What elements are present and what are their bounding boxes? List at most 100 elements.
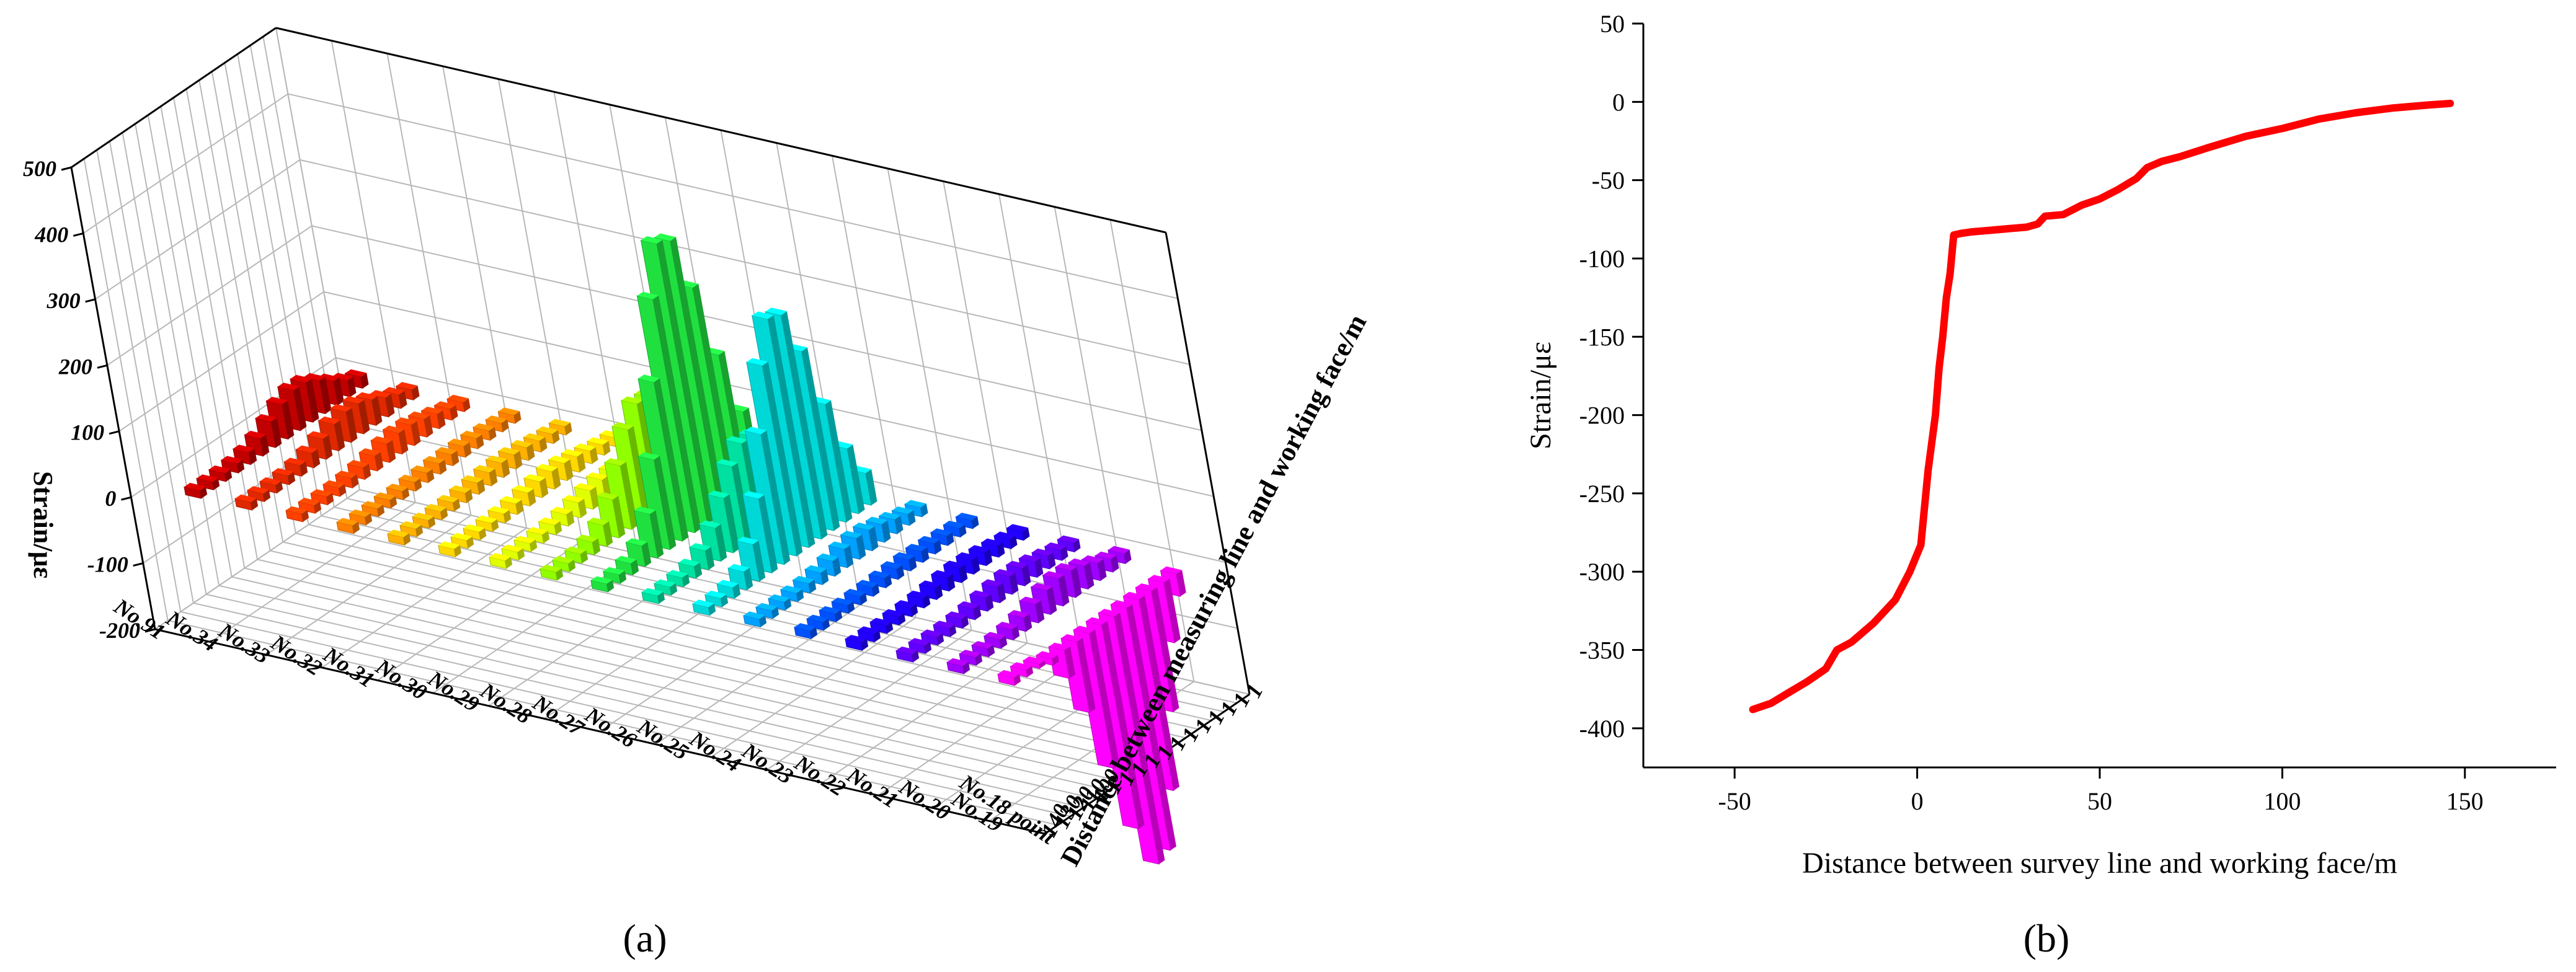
panel-a-bar-top (1135, 583, 1158, 591)
panel-a-bar-top (1068, 558, 1090, 567)
panel-a-bar-top (318, 373, 340, 381)
panel-a-bar-top (500, 496, 522, 504)
panel-a-bar-top (574, 443, 596, 451)
panel-a-z-tick-mark (144, 628, 156, 633)
panel-a-category-label: No.28 (476, 678, 536, 729)
panel-a-bar-top (473, 423, 495, 431)
panel-a-bar-top (856, 580, 878, 588)
panel-a-bar-side (515, 500, 524, 515)
panel-a-bar-side (801, 347, 840, 531)
panel-a-bar-top (908, 638, 930, 646)
panel-a-bar-side (912, 650, 920, 663)
panel-a-bar-side (237, 459, 245, 474)
panel-a-bar-side (924, 642, 932, 654)
panel-a-bar-side (424, 415, 433, 438)
panel-a-bar-top (654, 233, 677, 241)
panel-a-bar-top (486, 455, 508, 463)
panel-a-bar-top (1042, 571, 1065, 579)
panel-a-bar-top (1008, 610, 1030, 618)
panel-a-side-gridline (118, 291, 324, 432)
panel-a-bar-top (1057, 535, 1079, 543)
panel-a-bar-side (898, 612, 906, 625)
panel-a-bar-side (910, 603, 918, 617)
panel-a-bar-top (1108, 546, 1130, 554)
panel-a-bar-top (1081, 555, 1104, 563)
panel-b-x-tick-label: -50 (1718, 787, 1751, 815)
panel-a-bar-top (870, 617, 892, 625)
panel-a-bar-side (959, 524, 967, 537)
panel-a-bar-top (765, 307, 787, 316)
panel-a-bar-top (576, 534, 598, 542)
panel-a-bar-side (339, 484, 347, 497)
panel-a-bar-side (463, 398, 471, 412)
panel-a-z-tick-label: 400 (34, 222, 68, 247)
panel-a-frame-edge (1165, 232, 1251, 695)
panel-a-bar-side (975, 653, 983, 666)
panel-a-bar-side (1039, 660, 1046, 669)
panel-a-bar-side (504, 510, 512, 523)
panel-a-bar-top (277, 382, 300, 391)
panel-a-bar-side (620, 462, 638, 530)
panel-a-bar-top (726, 436, 748, 444)
panel-a-bar-top (386, 484, 408, 492)
panel-a-bar-top (349, 509, 371, 518)
panel-a-bar-top (993, 569, 1016, 577)
panel-a-bar-top (905, 544, 928, 552)
panel-a-side-gridline (109, 141, 194, 603)
panel-a-bar-side (351, 474, 359, 488)
panel-a-bar-top (728, 563, 750, 572)
panel-a-bar-side (692, 283, 739, 508)
panel-a-bar-side (352, 521, 360, 534)
panel-a-bar-side (363, 463, 371, 480)
panel-a-bar-side (385, 394, 395, 417)
panel-a-bar-top (896, 647, 918, 655)
panel-a-bar-top (540, 564, 562, 573)
panel-a-bar-top (638, 374, 660, 382)
panel-a-bar-side (606, 580, 615, 592)
panel-a-bar-side (346, 407, 358, 443)
panel-a-bar-side (556, 568, 564, 581)
panel-a-bar-top (345, 369, 367, 377)
panel-a-bar-side (454, 545, 462, 557)
panel-a-z-axis-label: Strain/με (28, 471, 58, 578)
panel-a-bar-side (619, 570, 627, 584)
panel-a-bar-side (539, 436, 548, 453)
panel-a-bar-side (371, 395, 383, 426)
panel-a-bar-side (847, 601, 855, 614)
panel-a-bar-side (271, 417, 282, 448)
panel-a-bar-top (828, 541, 850, 549)
panel-a-bar-top (244, 430, 267, 439)
panel-a-back-gridline (300, 159, 1190, 365)
panel-a-side-gridline (237, 54, 322, 516)
panel-a-bar-top (943, 560, 966, 568)
panel-a-bar-top (745, 426, 767, 435)
panel-a-bar-top (933, 621, 955, 629)
panel-a-bar-top (611, 422, 634, 430)
panel-a-bar-side (552, 430, 560, 444)
panel-a-bar-side (1034, 558, 1044, 578)
panel-a-bar-side (921, 547, 930, 563)
panel-a-bar-top (438, 541, 460, 549)
panel-a-bar-side (450, 405, 458, 420)
panel-a-z-tick-label: 200 (58, 354, 92, 379)
panel-a-bar-top (894, 600, 917, 608)
panel-a-bar-side (652, 295, 701, 533)
panel-a-bar-top (1095, 551, 1117, 559)
panel-b-line-chart: 500-50-100-150-200-250-300-350-400 -50 0 5… (1524, 10, 2556, 880)
panel-a-back-gridline (288, 93, 1178, 299)
panel-a-z-tick-label: 500 (23, 156, 56, 181)
panel-a-bar-side (564, 459, 574, 481)
panel-b-y-tick-label: -250 (1579, 480, 1625, 508)
panel-a-bar-side (971, 516, 979, 529)
panel-a-side-gridline (107, 225, 313, 366)
panel-a-bar-side (1124, 549, 1132, 564)
panel-a-bar-side (822, 618, 830, 630)
panel-a-bar-side (375, 452, 384, 471)
panel-a-bar-side (946, 532, 954, 546)
panel-a-bar-top (551, 506, 572, 515)
panel-a-floor-gridline (308, 524, 1199, 730)
panel-a-z-tick-label: 0 (105, 486, 116, 511)
panel-a-bar-top (272, 468, 294, 476)
panel-a-bar-side (760, 430, 791, 565)
panel-a-bar-side (251, 498, 259, 510)
